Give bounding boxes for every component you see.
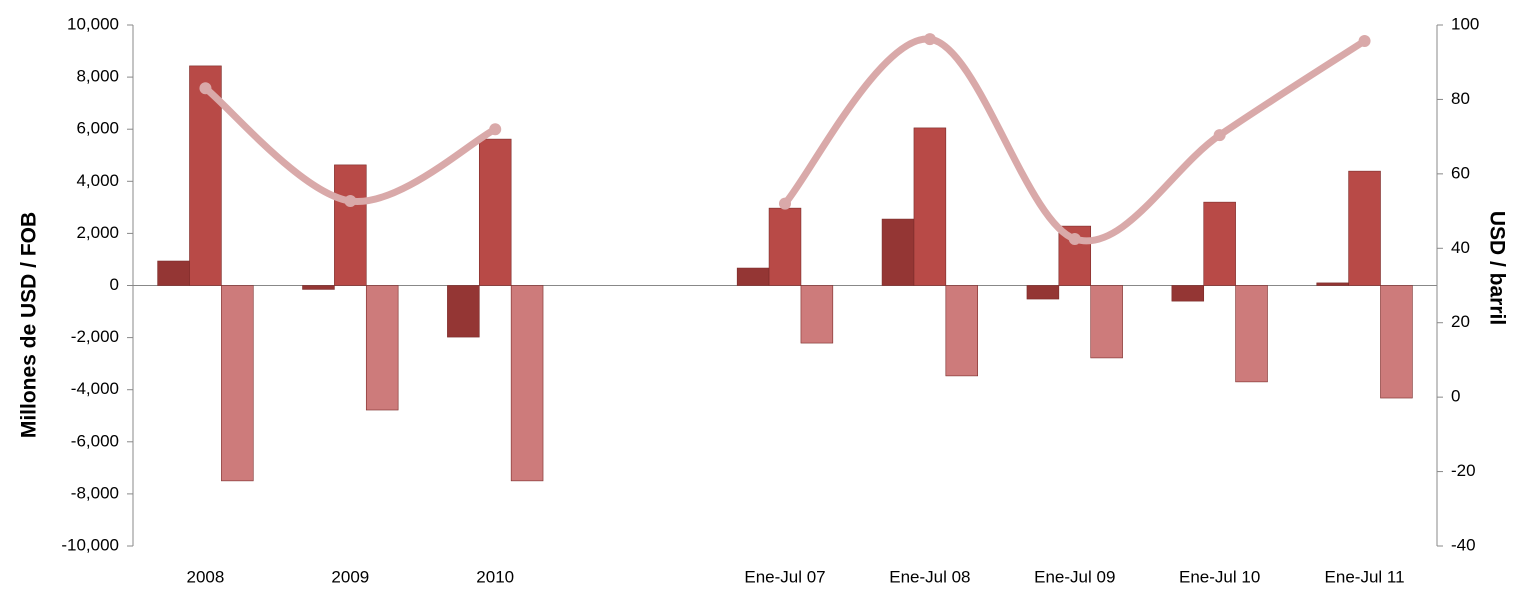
x-tick-label: Ene-Jul 10 [1179, 567, 1260, 586]
line-point [1068, 232, 1081, 245]
bar [334, 164, 367, 286]
line-point [779, 197, 791, 210]
bar [1316, 282, 1349, 286]
x-tick-label: Ene-Jul 07 [744, 567, 825, 586]
x-tick-label: Ene-Jul 11 [1325, 567, 1405, 586]
y-tick-label: 8,000 [76, 67, 119, 86]
y-tick-label: -4,000 [71, 379, 119, 398]
bar [157, 260, 190, 286]
x-tick-label: 2009 [331, 567, 369, 586]
y-axis-title: Millones de USD / FOB [18, 212, 41, 438]
bar [302, 285, 335, 290]
bar [1026, 285, 1060, 300]
y-tick-label: 6,000 [76, 119, 119, 138]
y-tick-label: -2,000 [71, 327, 119, 346]
y2-tick-label: 100 [1451, 14, 1479, 33]
y-tick-label: -6,000 [71, 431, 119, 450]
bar [447, 285, 480, 338]
bar [221, 285, 254, 482]
y2-tick-label: -20 [1451, 461, 1476, 480]
bar [1171, 285, 1205, 302]
line-point [923, 33, 936, 46]
line-point [1213, 129, 1226, 142]
bar [913, 127, 947, 286]
y-tick-label: 4,000 [76, 171, 119, 190]
bar [510, 285, 544, 482]
x-tick-label: 2008 [187, 567, 225, 586]
line-point [344, 195, 357, 208]
bar [365, 285, 399, 411]
bar [945, 285, 979, 377]
y-tick-label: 0 [110, 275, 119, 294]
bar [881, 218, 915, 286]
x-tick-label: Ene-Jul 09 [1034, 567, 1115, 586]
bar [478, 138, 512, 286]
x-tick-label: Ene-Jul 08 [889, 567, 970, 586]
y2-axis-title: USD / barril [1485, 211, 1508, 325]
line-point [1358, 35, 1371, 48]
y2-tick-label: 80 [1451, 89, 1470, 108]
bar [768, 207, 802, 286]
bar [1203, 201, 1236, 286]
y-tick-label: -8,000 [71, 483, 119, 502]
y2-tick-label: 0 [1451, 387, 1460, 406]
y2-tick-label: -40 [1451, 535, 1476, 554]
y-tick-label: 10,000 [67, 14, 119, 33]
bar [1348, 170, 1381, 286]
y-tick-label: 2,000 [76, 223, 119, 242]
y2-tick-label: 60 [1451, 163, 1470, 182]
bar [736, 267, 770, 286]
y-tick-label: -10,000 [61, 535, 119, 554]
y2-tick-label: 20 [1451, 312, 1470, 331]
line-point [489, 123, 502, 136]
x-tick-label: 2010 [476, 567, 514, 586]
y2-tick-label: 40 [1451, 238, 1470, 257]
bar [1235, 285, 1268, 383]
bar [1380, 285, 1413, 399]
bar [1090, 285, 1123, 359]
line-point [199, 82, 212, 95]
bar [800, 285, 834, 344]
